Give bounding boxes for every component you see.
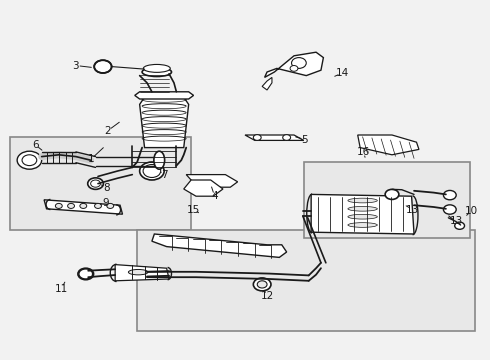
Circle shape (140, 162, 164, 180)
Text: 3: 3 (73, 60, 79, 71)
Text: 1: 1 (88, 154, 95, 164)
Circle shape (292, 58, 306, 68)
Polygon shape (311, 194, 414, 234)
Circle shape (17, 151, 42, 169)
Circle shape (253, 135, 261, 140)
Circle shape (283, 135, 291, 140)
Text: 4: 4 (211, 191, 218, 201)
Polygon shape (115, 265, 169, 281)
Circle shape (68, 203, 74, 208)
Text: 11: 11 (54, 284, 68, 294)
Circle shape (80, 203, 87, 208)
Polygon shape (135, 92, 194, 99)
Polygon shape (186, 175, 238, 187)
Polygon shape (262, 77, 272, 90)
Circle shape (91, 180, 100, 187)
Circle shape (290, 66, 298, 71)
Text: 2: 2 (104, 126, 111, 136)
Ellipse shape (128, 269, 148, 275)
Circle shape (143, 165, 161, 177)
Ellipse shape (143, 64, 171, 72)
Bar (304, 162, 470, 238)
Polygon shape (265, 52, 323, 77)
Text: 9: 9 (102, 198, 109, 208)
Polygon shape (44, 200, 122, 214)
Text: 16: 16 (357, 147, 370, 157)
Text: 10: 10 (465, 206, 478, 216)
Circle shape (107, 203, 114, 208)
Ellipse shape (154, 151, 165, 169)
Circle shape (385, 189, 399, 199)
Text: 5: 5 (301, 135, 308, 145)
Circle shape (443, 205, 456, 214)
Circle shape (55, 203, 62, 208)
Bar (10, 137, 191, 230)
Bar (137, 230, 475, 331)
Circle shape (455, 222, 465, 229)
Circle shape (88, 178, 103, 189)
Circle shape (78, 268, 94, 280)
Polygon shape (358, 135, 419, 155)
Text: 6: 6 (32, 140, 39, 150)
Ellipse shape (142, 68, 172, 77)
Polygon shape (184, 180, 223, 196)
Polygon shape (140, 97, 189, 148)
Text: 13: 13 (450, 216, 464, 226)
Ellipse shape (348, 207, 377, 211)
Text: 12: 12 (261, 291, 274, 301)
Circle shape (253, 278, 271, 291)
Circle shape (22, 155, 37, 166)
Ellipse shape (348, 215, 377, 219)
Text: 8: 8 (103, 183, 110, 193)
Text: 15: 15 (187, 204, 200, 215)
Polygon shape (245, 135, 304, 140)
Circle shape (95, 203, 101, 208)
Circle shape (443, 190, 456, 200)
Ellipse shape (348, 222, 377, 228)
Text: 14: 14 (335, 68, 349, 78)
Text: 13: 13 (406, 204, 419, 215)
Circle shape (94, 60, 112, 73)
Ellipse shape (348, 198, 377, 203)
Polygon shape (152, 234, 287, 257)
Text: 7: 7 (161, 170, 168, 180)
Circle shape (257, 281, 267, 288)
